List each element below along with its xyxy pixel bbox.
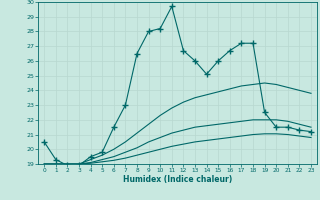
X-axis label: Humidex (Indice chaleur): Humidex (Indice chaleur)	[123, 175, 232, 184]
